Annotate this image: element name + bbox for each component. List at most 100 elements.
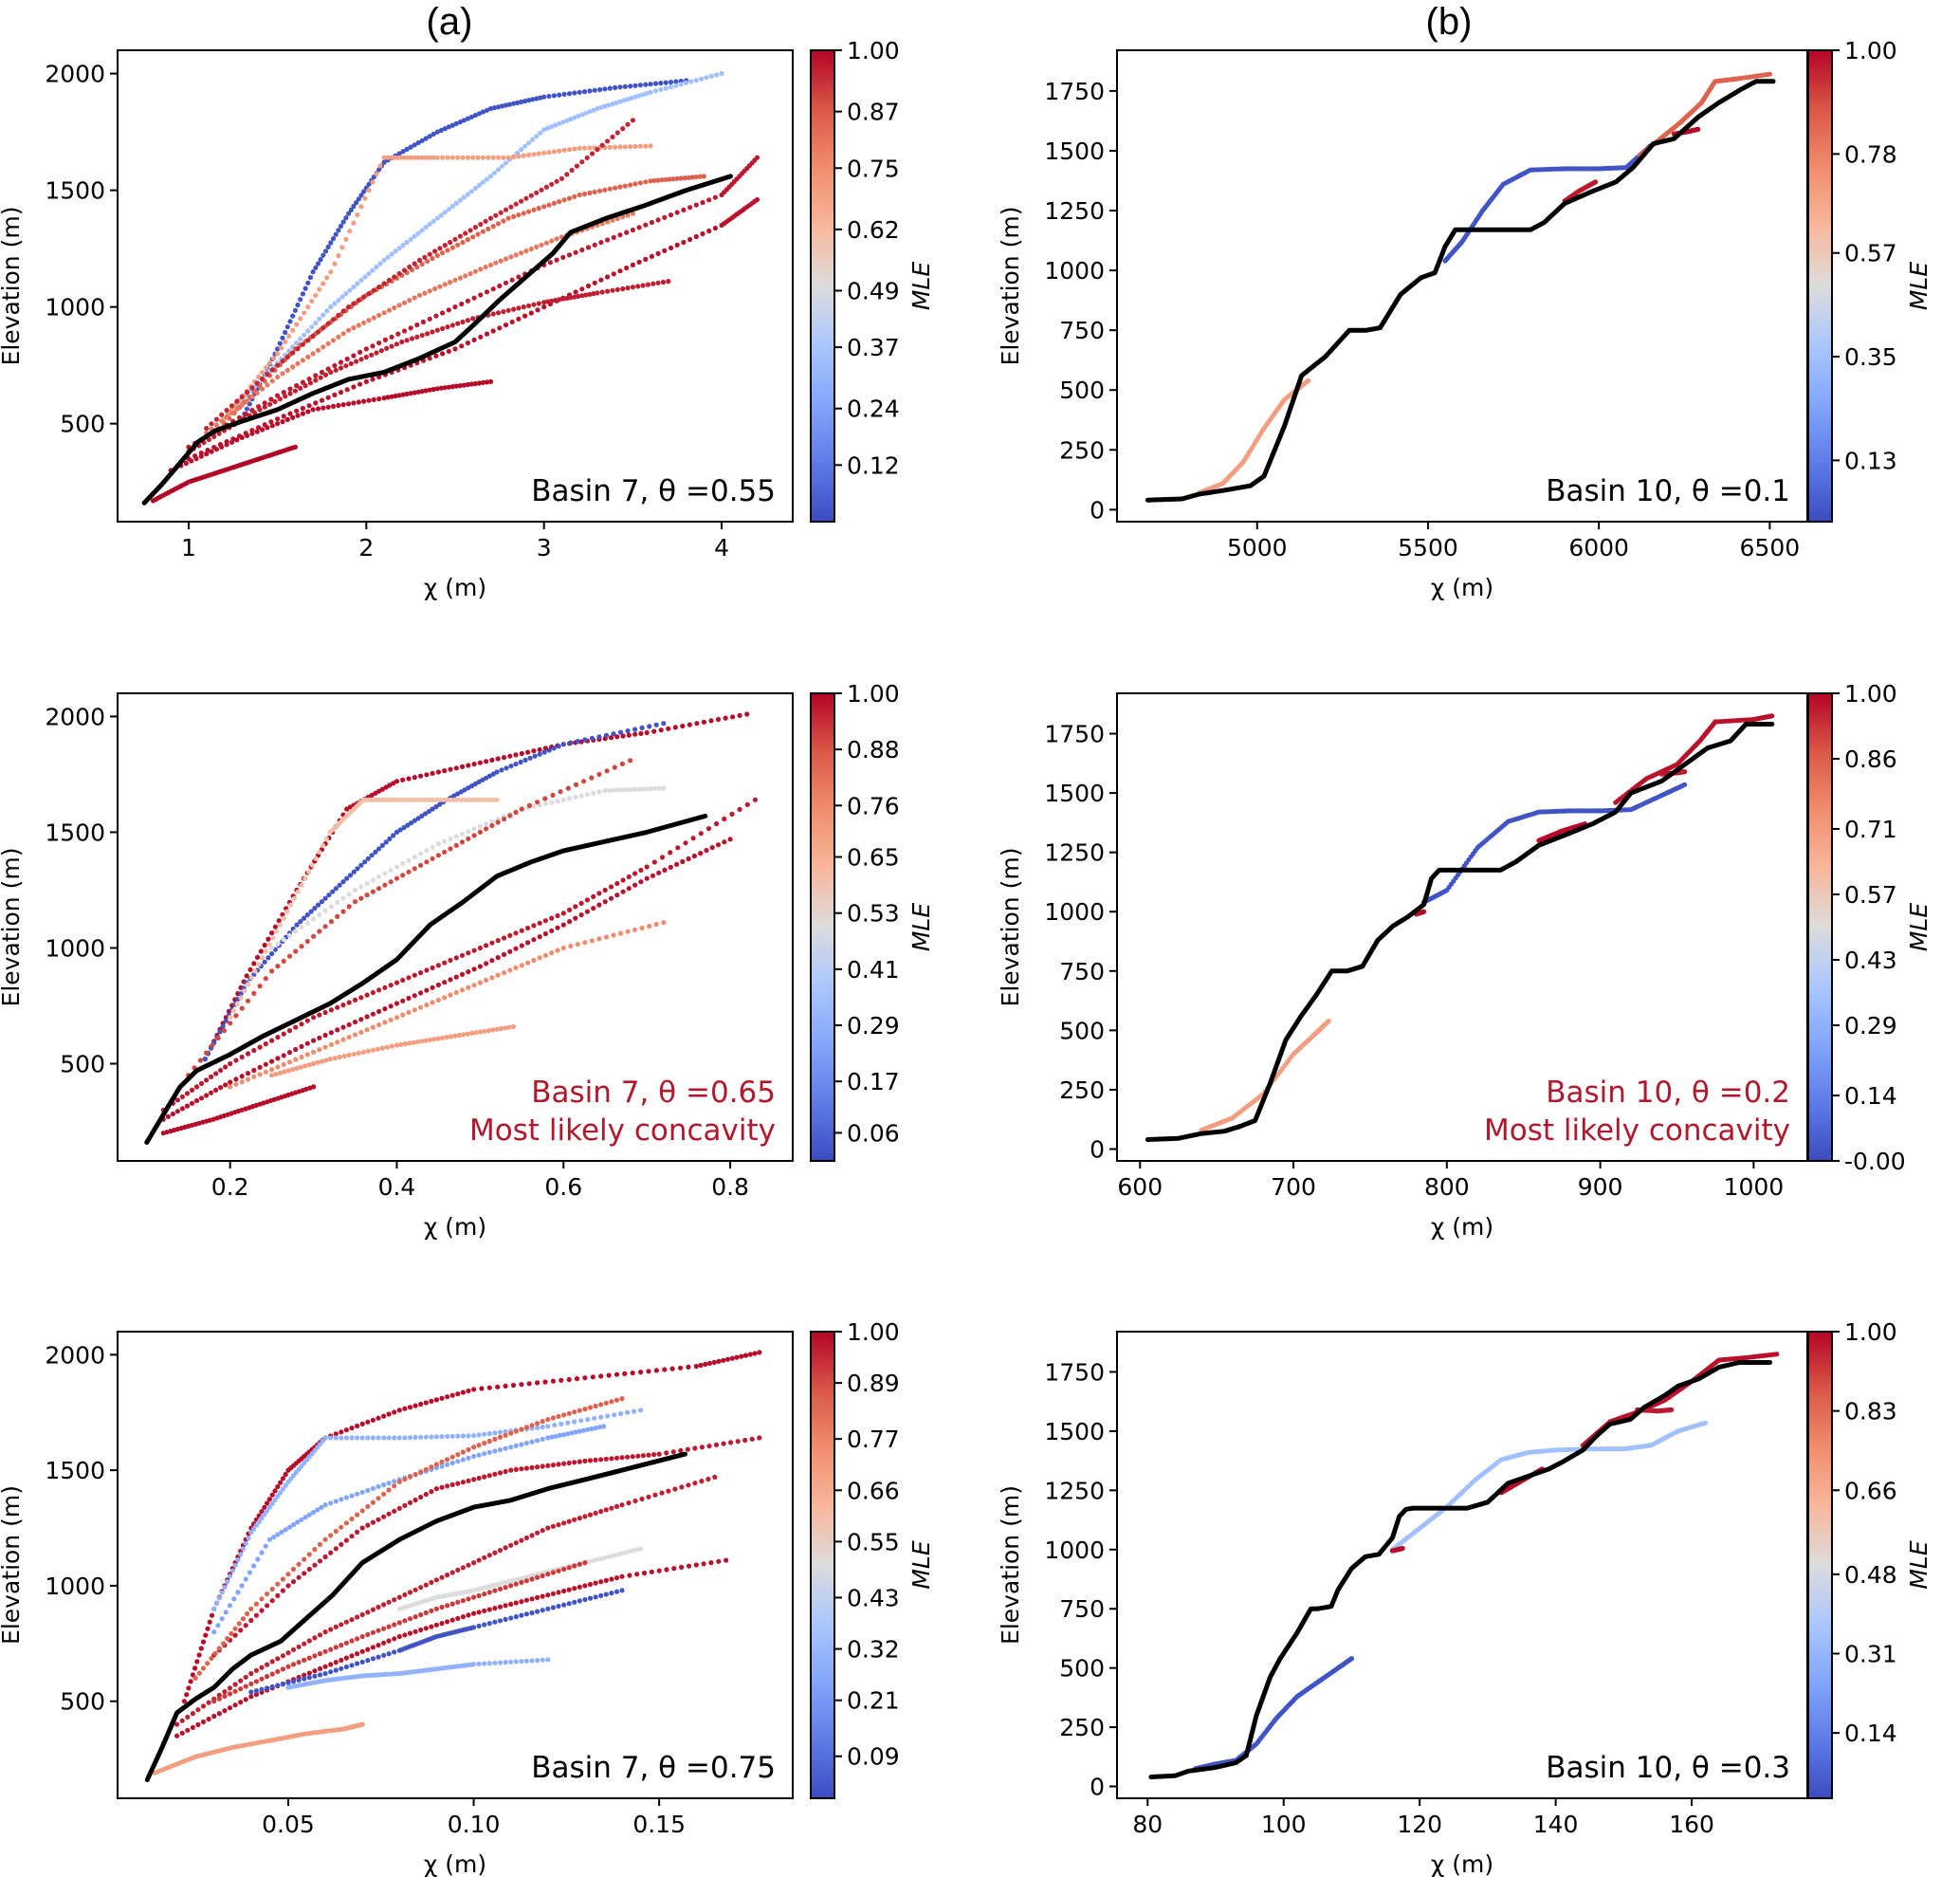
tributary-point [645, 282, 651, 287]
tributary-point [399, 339, 405, 345]
tributary-point [471, 948, 477, 953]
tributary-point [556, 1462, 561, 1467]
tributary-point [282, 1069, 287, 1075]
tributary-point [435, 963, 441, 968]
tributary-point [328, 1435, 334, 1441]
x-tick-label: 140 [1533, 1811, 1579, 1838]
tributary-point [458, 797, 464, 802]
tributary-point [560, 296, 566, 302]
tributary-point [531, 803, 537, 809]
tributary-point [311, 1084, 317, 1090]
tributary-point [401, 825, 407, 831]
tributary-point [284, 909, 290, 914]
tributary-point [263, 1041, 268, 1047]
tributary-point [189, 1100, 195, 1106]
tributary-point [306, 1552, 312, 1557]
tributary-point [244, 390, 250, 396]
tributary-point [253, 1679, 259, 1684]
tributary-point [388, 867, 394, 874]
tributary-series [204, 211, 636, 436]
tributary-point [497, 1429, 504, 1435]
tributary-point [412, 295, 417, 301]
tributary-point [704, 848, 709, 854]
tributary-point [305, 869, 312, 874]
tributary-point [437, 801, 443, 807]
tributary-point [287, 386, 293, 392]
tributary-point [730, 714, 736, 720]
tributary-point [448, 846, 453, 852]
tributary-point [269, 1492, 275, 1498]
tributary-point [407, 1474, 413, 1480]
tributary-point [549, 123, 555, 130]
tributary-point [275, 393, 281, 398]
tributary-point [275, 1064, 281, 1070]
tributary-point [625, 97, 631, 102]
tributary-point [376, 396, 382, 402]
tributary-point [476, 111, 482, 117]
tributary-point [189, 458, 194, 464]
tributary-point [449, 1454, 455, 1460]
tributary-point [537, 934, 542, 940]
tributary-point [265, 382, 270, 388]
tributary-point [1326, 1018, 1331, 1023]
tributary-point [519, 928, 524, 933]
tributary-point [285, 1572, 291, 1577]
tributary-point [277, 1070, 283, 1076]
tributary-point [460, 239, 466, 246]
tributary-point [470, 234, 476, 240]
y-tick-label: 750 [1059, 317, 1105, 344]
tributary-point [235, 1590, 241, 1595]
tributary-point [365, 1503, 371, 1509]
tributary-point [391, 781, 396, 786]
tributary-point [611, 234, 616, 240]
tributary-point [455, 1452, 461, 1458]
tributary-point [614, 892, 620, 898]
tributary-point [448, 836, 453, 842]
tributary-series [1199, 1018, 1331, 1133]
colorbar-tick-label: 0.06 [847, 1119, 900, 1147]
tributary-point [332, 392, 338, 397]
tributary-point [382, 1006, 388, 1012]
tributary-point [598, 240, 604, 246]
tributary-point [632, 786, 637, 792]
tributary-point [229, 1630, 234, 1636]
tributary-point [365, 1522, 371, 1528]
tributary-point [560, 945, 566, 951]
tributary-point [534, 190, 540, 195]
tributary-point [519, 750, 524, 757]
tributary-point [609, 1505, 614, 1511]
tributary-point [245, 1051, 251, 1057]
tributary-point [243, 1540, 248, 1546]
tributary-point [579, 286, 585, 292]
tributary-point [251, 410, 258, 415]
tributary-point [423, 1400, 429, 1406]
tributary-point [213, 1071, 219, 1077]
tributary-point [1702, 1420, 1708, 1426]
tributary-point [296, 1644, 302, 1649]
tributary-point [574, 1376, 580, 1382]
tributary-point [365, 1435, 371, 1441]
tributary-point [460, 1449, 466, 1455]
tributary-point [587, 190, 593, 195]
tributary-point [430, 985, 435, 990]
tributary-series [285, 1657, 551, 1690]
tributary-point [534, 244, 540, 249]
y-tick-label: 500 [1059, 377, 1105, 404]
tributary-series [174, 1557, 729, 1739]
tributary-point [343, 1619, 349, 1625]
tributary-point [452, 277, 458, 283]
tributary-point [573, 289, 578, 295]
colorbar-tick-label: 0.86 [1844, 745, 1897, 773]
tributary-point [572, 115, 577, 120]
tributary-point [503, 207, 509, 212]
tributary-point [440, 155, 446, 160]
tributary-point [543, 184, 550, 190]
tributary-point [483, 759, 489, 764]
tributary-point [509, 277, 515, 283]
tributary-point [248, 1681, 254, 1686]
tributary-point [351, 353, 357, 359]
tributary-point [480, 179, 485, 185]
plot-frame [1116, 49, 1808, 523]
tributary-point [264, 365, 269, 371]
tributary-point [260, 369, 266, 376]
